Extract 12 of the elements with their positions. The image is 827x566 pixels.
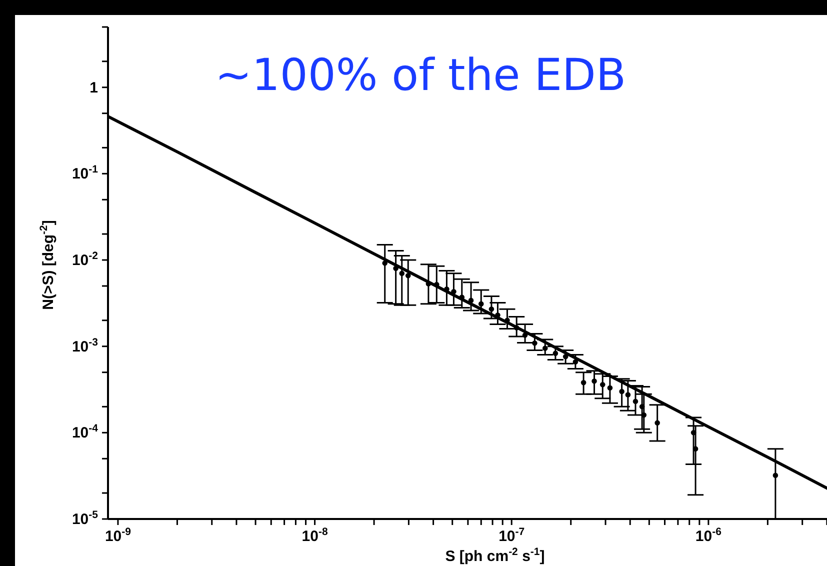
y-tick-label: 10$^{-5}$ (72, 509, 98, 528)
annotation: ~100% of the EDB (215, 50, 626, 101)
x-axis-title: S [ph cm$^{-2}$ s$^{-1}$] (445, 546, 545, 565)
y-tick-label: 1 (90, 79, 98, 96)
x-tick-label: 10$^{-7}$ (498, 526, 525, 545)
x-tick-label: 10$^{-6}$ (695, 526, 722, 545)
x-tick-label: 10$^{-9}$ (104, 526, 132, 545)
y-tick-label: 10$^{-4}$ (72, 422, 98, 442)
y-tick-label: 10$^{-3}$ (72, 336, 98, 356)
y-tick-label: 10$^{-1}$ (72, 164, 98, 183)
y-tick-label: 10$^{-2}$ (72, 250, 98, 270)
x-tick-label: 10$^{-8}$ (302, 526, 328, 545)
